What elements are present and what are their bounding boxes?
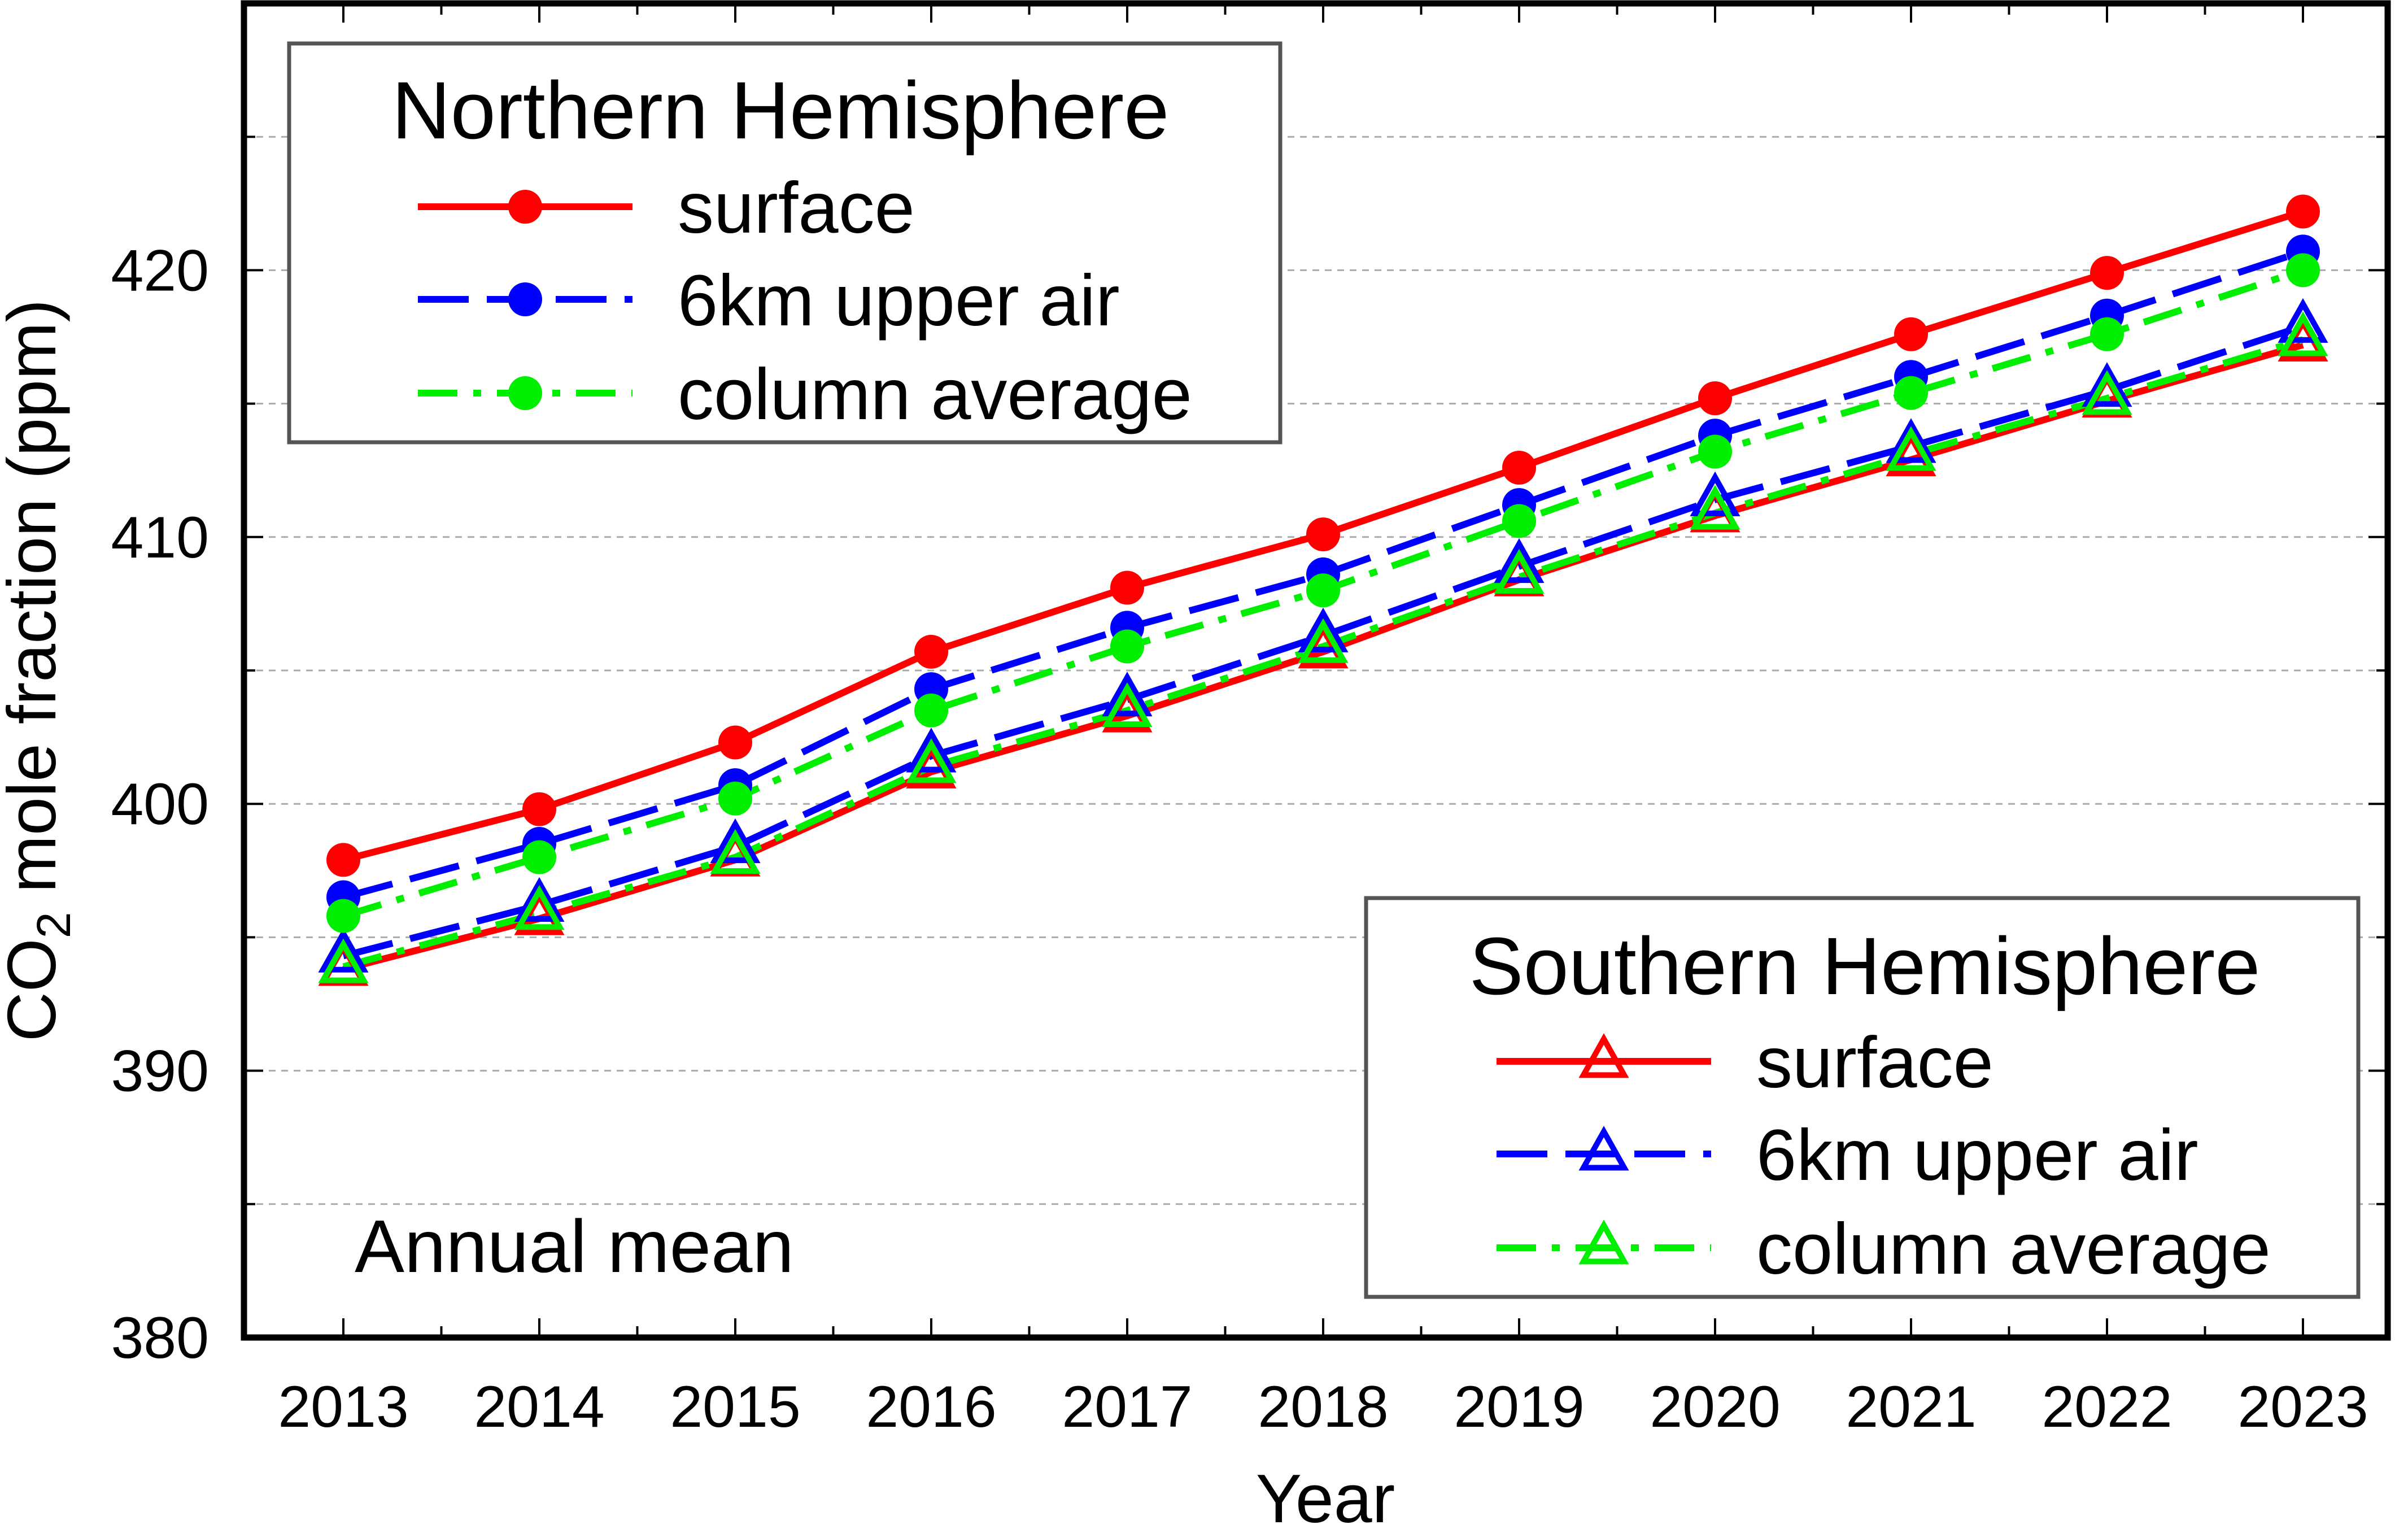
point-nh-surface-2018 <box>1306 517 1340 552</box>
x-tick-label-2019: 2019 <box>1454 1374 1584 1440</box>
point-sh-6km-upper-air-2020 <box>1690 471 1740 516</box>
series-line-sh-column-average <box>342 336 2304 970</box>
legend-northern-samples <box>418 190 632 410</box>
point-sh-column-average-2016 <box>906 738 957 783</box>
legend-southern-hemisphere: Southern Hemisphere surface 6km upper ai… <box>1364 896 2361 1299</box>
point-sh-column-average-2023 <box>2278 311 2328 356</box>
x-tick-label-2021: 2021 <box>1846 1374 1976 1440</box>
series-markers <box>318 194 2328 986</box>
point-sh-6km-upper-air-2013 <box>318 927 369 973</box>
point-nh-surface-2015 <box>718 725 752 760</box>
y-tick-label-380: 380 <box>111 1305 209 1371</box>
point-sh-column-average-2022 <box>2082 370 2132 415</box>
legend-southern-sample-marker-1 <box>1578 1126 1629 1171</box>
point-sh-column-average-2013 <box>318 938 369 983</box>
point-nh-column-average-2019 <box>1502 504 1536 538</box>
x-tick-label-2013: 2013 <box>278 1374 408 1440</box>
point-nh-column-average-2020 <box>1698 434 1732 469</box>
point-nh-surface-2021 <box>1894 317 1928 351</box>
point-nh-column-average-2022 <box>2090 317 2124 351</box>
legend-southern-sample-marker-2 <box>1578 1219 1629 1265</box>
x-tick-label-2022: 2022 <box>2041 1374 2172 1440</box>
legend-northern-label-column: column average <box>678 354 1192 435</box>
point-nh-column-average-2023 <box>2286 253 2320 287</box>
y-tick-label-400: 400 <box>111 772 209 837</box>
point-nh-surface-2022 <box>2090 256 2124 290</box>
point-nh-surface-2013 <box>326 843 360 877</box>
point-nh-column-average-2014 <box>522 840 556 874</box>
point-sh-column-average-2014 <box>514 885 565 930</box>
legend-southern-label-6km: 6km upper air <box>1756 1115 2198 1196</box>
point-sh-column-average-2020 <box>1690 485 1740 530</box>
legend-northern-box <box>287 41 1282 445</box>
y-axis-title: CO2 mole fraction (ppm) <box>0 299 80 1042</box>
legend-southern-label-surface: surface <box>1756 1022 1993 1103</box>
legend-northern-sample-marker-1 <box>508 282 542 316</box>
point-nh-column-average-2015 <box>718 781 752 816</box>
point-sh-column-average-2017 <box>1102 682 1153 728</box>
annotation-annual-mean: Annual mean <box>355 1205 794 1288</box>
point-sh-6km-upper-air-2022 <box>2082 362 2132 407</box>
legend-northern-label-surface: surface <box>678 168 915 249</box>
point-nh-surface-2014 <box>522 792 556 826</box>
legend-southern-samples <box>1497 1033 1711 1265</box>
x-tick-label-2014: 2014 <box>474 1374 604 1440</box>
point-nh-column-average-2021 <box>1894 376 1928 410</box>
x-tick-label-2020: 2020 <box>1650 1374 1780 1440</box>
y-axis-title-subscript: 2 <box>27 912 80 939</box>
y-tick-label-420: 420 <box>111 238 209 303</box>
point-sh-6km-upper-air-2015 <box>710 818 761 864</box>
point-nh-column-average-2016 <box>914 693 948 728</box>
legend-southern-label-column: column average <box>1756 1209 2271 1290</box>
point-nh-surface-2016 <box>914 634 948 669</box>
x-tick-label-2016: 2016 <box>866 1374 996 1440</box>
point-nh-column-average-2013 <box>326 899 360 933</box>
point-sh-6km-upper-air-2021 <box>1886 418 1936 463</box>
x-tick-label-2018: 2018 <box>1258 1374 1388 1440</box>
y-axis-title-rest: mole fraction (ppm) <box>0 299 70 912</box>
legend-northern-hemisphere: Northern Hemisphere surface 6km upper ai… <box>287 41 1282 445</box>
point-sh-6km-upper-air-2018 <box>1298 607 1349 652</box>
point-nh-surface-2017 <box>1110 570 1144 605</box>
y-axis-title-main: CO <box>0 938 70 1042</box>
point-sh-6km-upper-air-2014 <box>514 877 565 922</box>
point-sh-6km-upper-air-2017 <box>1102 672 1153 717</box>
x-tick-label-2015: 2015 <box>670 1374 800 1440</box>
point-sh-column-average-2015 <box>710 829 761 874</box>
point-nh-column-average-2018 <box>1306 573 1340 608</box>
point-sh-6km-upper-air-2016 <box>906 728 957 773</box>
x-axis-title: Year <box>1256 1460 1395 1529</box>
y-tick-label-390: 390 <box>111 1039 209 1104</box>
plot-frame <box>241 0 2391 1341</box>
point-nh-surface-2019 <box>1502 450 1536 485</box>
point-sh-6km-upper-air-2023 <box>2278 298 2328 343</box>
x-axis-ticks: 2013 2014 2015 2016 2017 2018 2019 2020 2021 2022… <box>278 3 2368 1440</box>
y-axis-ticks: 380 390 400 410 420 <box>111 2 2388 1371</box>
legend-southern-box <box>1364 896 2361 1299</box>
point-nh-surface-2023 <box>2286 194 2320 229</box>
point-sh-column-average-2018 <box>1298 618 1349 663</box>
point-nh-column-average-2017 <box>1110 629 1144 664</box>
point-nh-surface-2020 <box>1698 381 1732 416</box>
x-tick-label-2017: 2017 <box>1062 1374 1192 1440</box>
point-sh-column-average-2021 <box>1886 426 1936 471</box>
y-tick-label-410: 410 <box>111 505 209 570</box>
point-sh-6km-upper-air-2019 <box>1494 538 1545 583</box>
point-sh-column-average-2019 <box>1494 548 1545 594</box>
legend-southern-title: Southern Hemisphere <box>1469 921 2261 1012</box>
legend-northern-title: Northern Hemisphere <box>392 65 1170 156</box>
legend-northern-sample-marker-0 <box>508 190 542 224</box>
legend-southern-sample-marker-0 <box>1578 1033 1629 1078</box>
x-tick-label-2023: 2023 <box>2237 1374 2368 1440</box>
legend-northern-label-6km: 6km upper air <box>678 260 1120 341</box>
legend-northern-sample-marker-2 <box>508 376 542 410</box>
